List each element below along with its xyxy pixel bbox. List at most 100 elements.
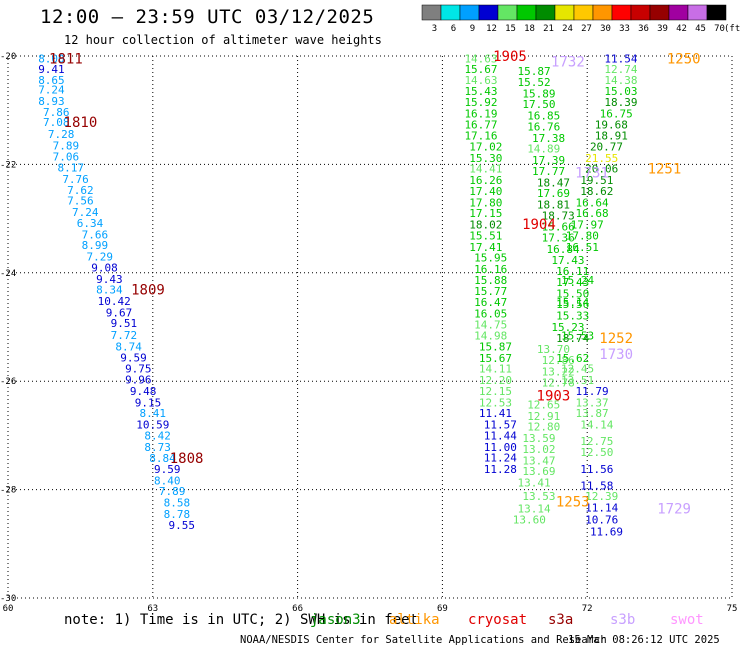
swh-value-label: 17.77 (532, 165, 565, 178)
swh-value-label: 12.80 (527, 421, 560, 434)
swh-value-label: 6.34 (77, 217, 104, 230)
swh-value-label: 12.45 (561, 363, 594, 376)
swh-value-label: 9.48 (130, 385, 157, 398)
swh-value-label: 7.56 (67, 195, 94, 208)
swh-value-label: 19.68 (595, 118, 628, 131)
swh-value-label: 17.36 (542, 232, 575, 245)
swh-value-label: 14.63 (464, 53, 497, 66)
swh-value-label: 11.24 (484, 452, 517, 465)
color-bin-swatch (440, 4, 461, 21)
pass-time-label: 1732 (551, 54, 585, 70)
swh-value-label: 7.86 (43, 106, 70, 119)
swh-value-label: 11.56 (580, 463, 613, 476)
swh-value-label: 15.87 (518, 65, 551, 78)
pass-time-label: 1251 (648, 162, 682, 178)
swh-value-label: 8.73 (144, 441, 171, 454)
swh-value-label: 14.63 (464, 74, 497, 87)
swh-value-label: 16.16 (474, 263, 507, 276)
swh-value-label: 17.80 (469, 196, 502, 209)
color-bin-swatch (478, 4, 499, 21)
color-bin-label: 15 (505, 24, 516, 34)
swh-value-label: 11.28 (484, 463, 517, 476)
y-tick-label: -28 (0, 486, 16, 496)
legend-altika: altika (389, 612, 440, 628)
chart-grid (8, 56, 732, 598)
color-bin-swatch (459, 4, 480, 21)
pass-time-label: 1904 (522, 217, 556, 233)
swh-value-label: 13.47 (522, 454, 555, 467)
swh-value-label: 14.14 (580, 419, 613, 432)
x-tick-label: 63 (147, 604, 158, 614)
swh-value-label: 8.84 (149, 452, 176, 465)
swh-value-label: 18.02 (469, 219, 502, 232)
swh-value-label: 7.62 (67, 184, 94, 197)
swh-value-label: 8.58 (164, 497, 191, 510)
y-tick-label: -30 (0, 594, 16, 604)
pass-annotations: 1811 1810 1809 1808 1905 1904 1903 1732 1731 1730… (49, 49, 701, 518)
swh-value-label: 12.53 (479, 396, 512, 409)
swh-value-label: 16.75 (600, 107, 633, 120)
color-unit-label: (ft) (724, 24, 740, 34)
swh-value-label: 20.06 (585, 163, 618, 176)
x-tick-label: 75 (727, 604, 738, 614)
color-bin-swatch (497, 4, 518, 21)
swh-value-label: 11.54 (604, 53, 637, 66)
swh-value-label: 15.66 (542, 221, 575, 234)
swh-value-label: 15.53 (561, 330, 594, 343)
swh-value-label: 13.14 (518, 503, 551, 516)
swh-value-label: 8.93 (38, 95, 65, 108)
legend-cryosat: cryosat (468, 612, 528, 628)
swh-value-label: 9.41 (38, 63, 65, 76)
swh-value-label: 15.30 (469, 152, 502, 165)
swh-value-label: 8.40 (154, 474, 181, 487)
swh-value-label: 7.06 (53, 150, 80, 163)
swh-value-label: 18.39 (604, 96, 637, 109)
swh-value-label: 7.76 (62, 173, 89, 186)
swh-value-label: 14.11 (479, 363, 512, 376)
swh-value-label: 20.77 (590, 141, 623, 154)
swh-value-label: 11.58 (580, 479, 613, 492)
pass-time-label: 1810 (64, 115, 98, 131)
swh-value-label: 16.11 (556, 265, 589, 278)
swh-value-label: 17.43 (551, 254, 584, 267)
swh-value-label: 15.50 (556, 287, 589, 300)
color-bin-label: 18 (524, 24, 535, 34)
swh-value-label: 14.89 (527, 143, 560, 156)
swh-value-label: 18.91 (595, 130, 628, 143)
swh-value-label: 12.78 (542, 376, 575, 389)
swh-value-label: 15.77 (474, 285, 507, 298)
swh-value-label: 19.51 (580, 174, 613, 187)
swh-value-label: 9.59 (120, 351, 147, 364)
swh-value-label: 11.44 (484, 429, 517, 442)
footer-note: note: 1) Time is in UTC; 2) SWH is in fe… (64, 612, 419, 628)
y-tick-label: -20 (0, 52, 16, 62)
swh-value-label: 16.84 (547, 243, 580, 256)
pass-time-label: 1903 (537, 388, 571, 404)
swh-value-label: 9.51 (111, 317, 138, 330)
swh-value-label: 16.77 (464, 118, 497, 131)
color-bin-label: 21 (543, 24, 554, 34)
swh-value-label: 15.51 (469, 229, 502, 242)
swh-value-label: 13.51 (561, 374, 594, 387)
swh-value-label: 12.91 (527, 410, 560, 423)
swh-value-label: 15.43 (464, 85, 497, 98)
legend-s3a: s3a (548, 612, 574, 628)
swh-value-label: 16.76 (527, 120, 560, 133)
swh-value-label: 9.96 (125, 374, 152, 387)
legend-swot: swot (670, 612, 704, 628)
pass-time-label: 1250 (667, 52, 701, 68)
color-bin-label: 3 (432, 24, 437, 34)
swh-value-label: 11.41 (479, 407, 512, 420)
swh-value-label: 8.42 (144, 429, 171, 442)
swh-value-label: 13.02 (522, 443, 555, 456)
swh-value-label: 15.62 (556, 352, 589, 365)
y-tick-label: -22 (0, 160, 16, 170)
swh-value-label: 8.99 (82, 239, 109, 252)
swh-value-label: 7.08 (43, 116, 70, 129)
swh-value-label: 15.03 (604, 85, 637, 98)
swh-value-label: 15.52 (518, 76, 551, 89)
pass-time-label: 1808 (170, 451, 204, 467)
color-bin-swatch (516, 4, 537, 21)
swh-value-label: 12.75 (580, 435, 613, 448)
